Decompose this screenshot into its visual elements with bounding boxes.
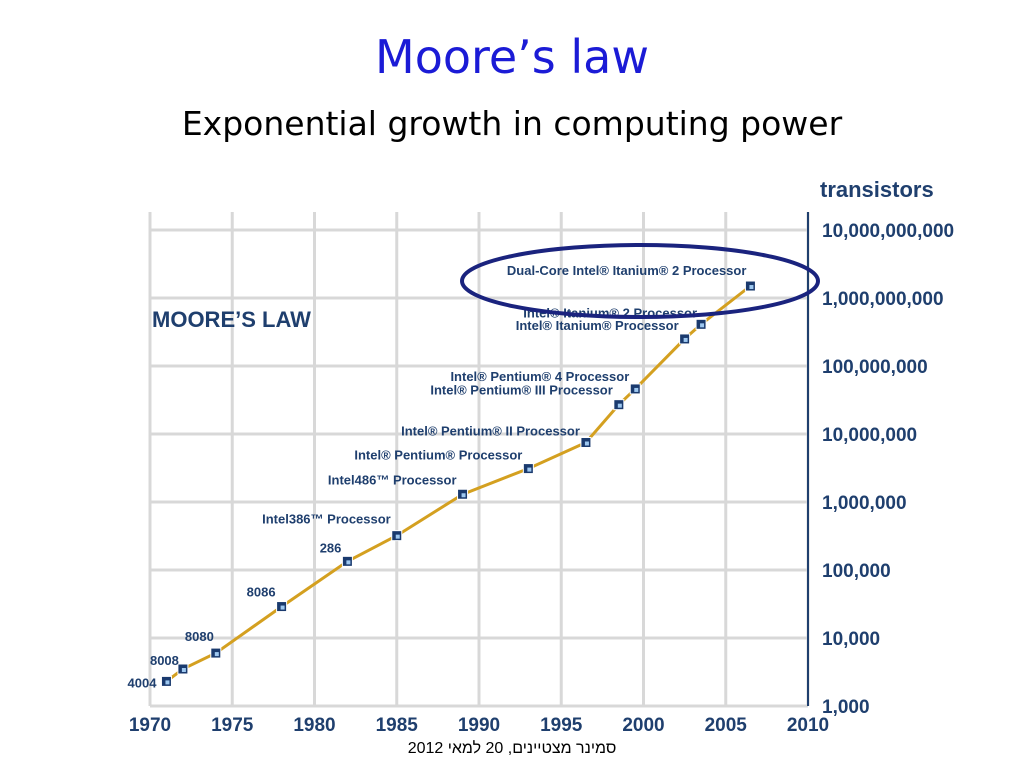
marker-shine: [634, 387, 639, 392]
x-tick-label: 1990: [458, 715, 500, 736]
data-point-marker: [679, 333, 691, 345]
point-label: Intel386™ Processor: [262, 512, 391, 527]
point-label: 4004: [128, 675, 158, 690]
marker-shine: [617, 403, 622, 408]
y-tick-label: 10,000,000,000: [822, 221, 954, 242]
y-tick-label: 1,000,000: [822, 493, 907, 514]
marker-shine: [584, 441, 589, 446]
footer-text: סמינר מצטיינים, 20 למאי 2012: [407, 740, 617, 757]
marker-shine: [395, 534, 400, 539]
y-tick-label: 100,000,000: [822, 357, 928, 378]
marker-shine: [527, 467, 532, 472]
x-tick-label: 2000: [622, 715, 664, 736]
marker-shine: [280, 605, 285, 610]
y-tick-label: 10,000: [822, 629, 880, 650]
series-layer: [160, 280, 756, 687]
point-label: Intel® Pentium® 4 Processor: [450, 369, 629, 384]
x-tick-label: 2005: [705, 715, 748, 736]
data-point-marker: [160, 675, 172, 687]
data-point-marker: [341, 555, 353, 567]
y-tick-label: 1,000,000,000: [822, 289, 944, 310]
marker-shine: [165, 680, 170, 685]
point-label: 8086: [247, 585, 276, 600]
highlight-ellipse: [460, 243, 820, 319]
point-label: Intel® Pentium® III Processor: [430, 383, 612, 398]
x-tick-label: 1980: [293, 715, 335, 736]
point-label: 8080: [185, 629, 214, 644]
point-label: Intel® Pentium® Processor: [354, 448, 522, 463]
data-point-marker: [613, 399, 625, 411]
marker-shine: [181, 668, 186, 673]
x-tick-label: 1985: [376, 715, 419, 736]
point-label: 286: [320, 540, 342, 555]
data-point-marker: [210, 647, 222, 659]
y-axis-ticks: 1,000 10,000 100,000 1,000,000 10,000,000 100…: [822, 221, 954, 718]
data-point-marker: [695, 318, 707, 330]
y-tick-label: 100,000: [822, 561, 891, 582]
data-point-marker: [276, 601, 288, 613]
x-tick-label: 2010: [787, 715, 829, 736]
data-point-marker: [391, 530, 403, 542]
marker-shine: [683, 337, 688, 342]
marker-shine: [214, 652, 219, 657]
y-tick-label: 1,000: [822, 697, 870, 718]
point-label: Intel® Pentium® II Processor: [401, 423, 580, 438]
series-line: [165, 284, 752, 683]
point-labels: 4004 8008 8080 8086 286 Intel386™ Processor In…: [128, 263, 747, 690]
x-tick-label: 1975: [211, 715, 254, 736]
x-tick-label: 1970: [129, 715, 171, 736]
data-point-marker: [457, 488, 469, 500]
point-label: Intel® Itanium® Processor: [516, 318, 679, 333]
point-label: 8008: [150, 653, 179, 668]
data-point-marker: [744, 280, 756, 292]
slide-subtitle: Exponential growth in computing power: [181, 104, 843, 143]
y-tick-label: 10,000,000: [822, 425, 917, 446]
slide-title: Moore’s law: [375, 30, 649, 84]
x-axis-ticks: 1970 1975 1980 1985 1990 1995 2000 2005 2010: [129, 715, 829, 736]
point-label: Intel486™ Processor: [328, 472, 457, 487]
marker-shine: [461, 493, 466, 498]
chart-title: MOORE’S LAW: [152, 307, 311, 332]
data-point-marker: [522, 463, 534, 475]
x-tick-label: 1995: [540, 715, 583, 736]
data-point-marker: [629, 383, 641, 395]
data-point-marker: [177, 663, 189, 675]
marker-shine: [700, 323, 705, 328]
marker-shine: [346, 560, 351, 565]
data-point-marker: [580, 436, 592, 448]
point-label: Dual-Core Intel® Itanium® 2 Processor: [507, 263, 747, 278]
y-axis-label: transistors: [820, 177, 934, 202]
marker-shine: [749, 285, 754, 290]
